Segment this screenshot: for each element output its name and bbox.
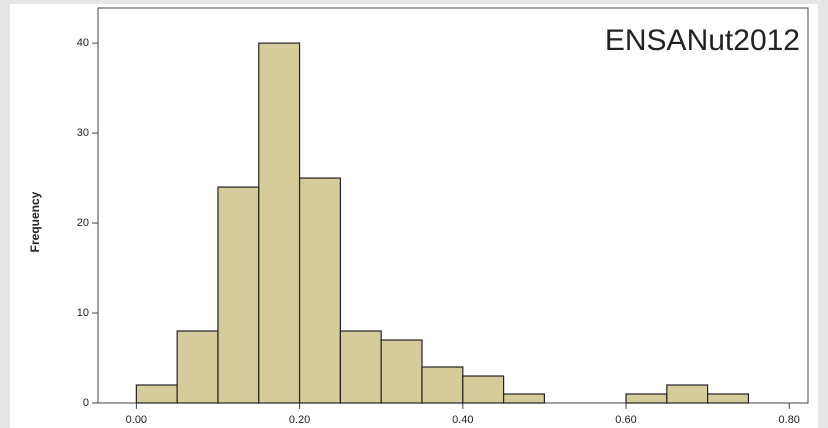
bar <box>421 366 464 404</box>
bar <box>258 42 301 404</box>
bar <box>380 339 423 404</box>
y-axis-label: Frequency <box>28 191 42 252</box>
bar <box>502 393 546 404</box>
y-tick-label: 10 <box>77 307 89 319</box>
bar <box>176 330 219 404</box>
x-tick-label: 0.40 <box>452 414 473 426</box>
y-tick-label: 0 <box>83 397 89 409</box>
x-tick-label: 0.20 <box>289 414 310 426</box>
annotation: ENSANut2012 <box>605 24 800 57</box>
y-tick-label: 30 <box>77 127 89 139</box>
bar <box>707 393 750 404</box>
bar <box>625 393 668 404</box>
y-tick-label: 40 <box>77 37 89 49</box>
y-tick-label: 20 <box>77 217 89 229</box>
x-tick-label: 0.00 <box>126 414 147 426</box>
bar <box>298 177 341 404</box>
bar <box>217 186 260 404</box>
bar <box>135 384 178 404</box>
x-tick-label: 0.80 <box>779 414 800 426</box>
bar <box>339 330 382 404</box>
bar <box>462 375 505 404</box>
x-tick-label: 0.60 <box>615 414 636 426</box>
bar <box>666 384 709 404</box>
